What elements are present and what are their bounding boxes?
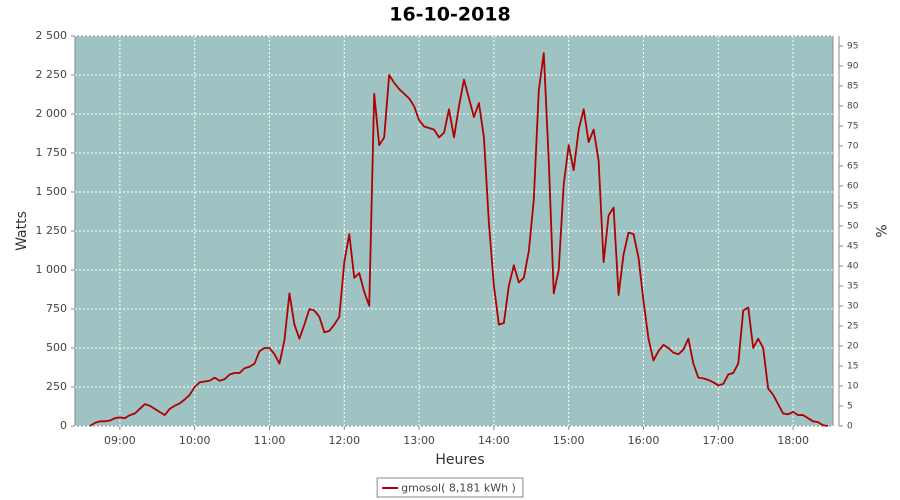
- x-tick-label: 18:00: [777, 434, 809, 447]
- y-tick-label: 2 000: [36, 107, 68, 120]
- chart-title: 16-10-2018: [389, 4, 511, 26]
- x-tick-label: 17:00: [702, 434, 734, 447]
- y-axis-label: Watts: [14, 211, 30, 251]
- y2-tick-label: 80: [847, 102, 859, 112]
- y-tick-label: 750: [46, 302, 67, 315]
- y-tick-label: 1 000: [36, 263, 68, 276]
- y2-tick-label: 45: [847, 242, 858, 252]
- y2-tick-label: 10: [847, 382, 859, 392]
- x-tick-label: 12:00: [328, 434, 360, 447]
- y2-axis-label: %: [872, 224, 888, 237]
- y2-tick-label: 75: [847, 122, 858, 132]
- y-tick-label: 0: [60, 419, 67, 432]
- legend: gmosol( 8,181 kWh ): [376, 477, 524, 498]
- x-tick-label: 09:00: [104, 434, 136, 447]
- y2-tick-label: 25: [847, 322, 858, 332]
- y2-tick-label: 55: [847, 202, 858, 212]
- legend-box: [376, 477, 524, 498]
- data-line: [89, 52, 829, 427]
- y-tick-label: 1 750: [36, 146, 68, 159]
- y2-tick-label: 85: [847, 82, 858, 92]
- x-axis-label: Heures: [435, 452, 484, 468]
- x-tick-label: 16:00: [628, 434, 660, 447]
- y2-tick-label: 5: [847, 402, 853, 412]
- plot-area: [74, 35, 834, 427]
- x-tick-label: 11:00: [254, 434, 286, 447]
- y2-tick-label: 20: [847, 342, 859, 352]
- y2-tick-label: 30: [847, 302, 859, 312]
- y2-tick-label: 0: [847, 422, 853, 432]
- y2-tick-label: 50: [847, 222, 859, 232]
- y2-tick-label: 15: [847, 362, 858, 372]
- y2-tick-label: 70: [847, 142, 859, 152]
- y-tick-label: 1 500: [36, 185, 68, 198]
- y2-tick-label: 60: [847, 182, 859, 192]
- y-tick-label: 250: [46, 380, 67, 393]
- y2-tick-label: 95: [847, 42, 858, 52]
- y2-tick-label: 90: [847, 62, 859, 72]
- y2-tick-label: 40: [847, 262, 859, 272]
- x-tick-label: 15:00: [553, 434, 585, 447]
- y-tick-label: 2 500: [36, 29, 68, 42]
- x-tick-label: 10:00: [179, 434, 211, 447]
- y-tick-label: 500: [46, 341, 67, 354]
- legend-label: gmosol( 8,181 kWh ): [401, 482, 516, 495]
- x-tick-label: 13:00: [403, 434, 435, 447]
- x-tick-label: 14:00: [478, 434, 510, 447]
- y2-tick-label: 35: [847, 282, 858, 292]
- y2-tick-label: 65: [847, 162, 858, 172]
- y-tick-label: 1 250: [36, 224, 68, 237]
- y-tick-label: 2 250: [36, 68, 68, 81]
